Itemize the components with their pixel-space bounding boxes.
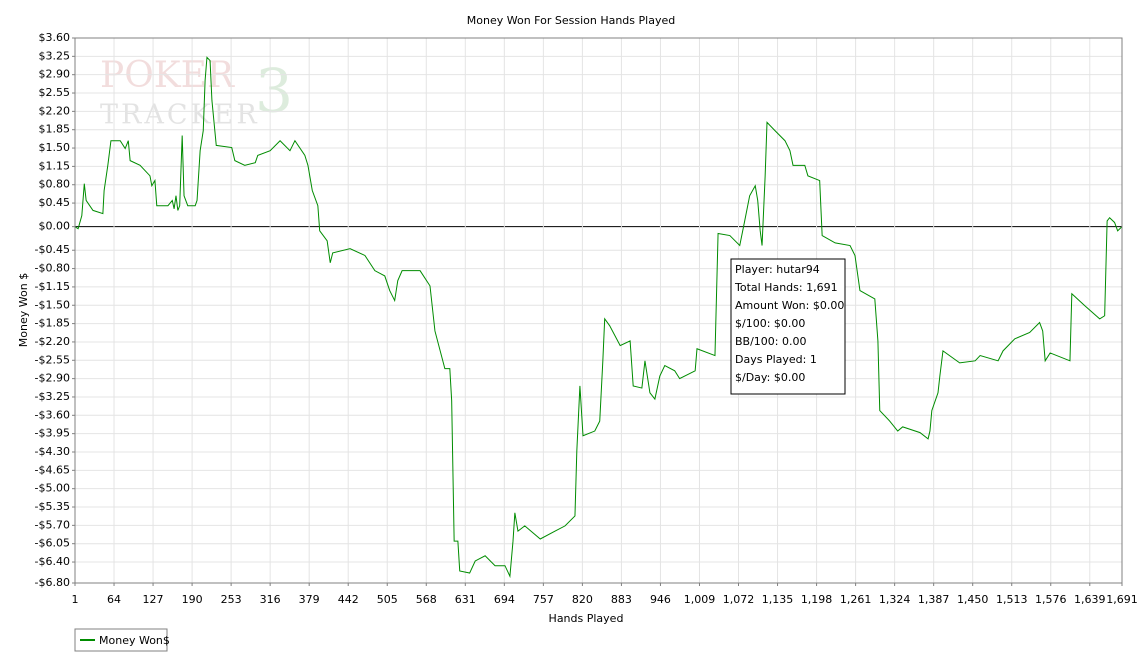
- x-tick-label: 190: [182, 593, 203, 606]
- y-tick-label: -$4.30: [35, 445, 70, 458]
- y-tick-label: $2.20: [39, 104, 71, 117]
- y-tick-label: -$5.70: [35, 518, 70, 531]
- x-tick-label: 1,135: [762, 593, 794, 606]
- x-tick-label: 379: [299, 593, 320, 606]
- x-tick-label: 253: [221, 593, 242, 606]
- x-tick-label: 631: [455, 593, 476, 606]
- y-tick-label: -$3.60: [35, 408, 70, 421]
- watermark-text: POKER: [100, 55, 235, 96]
- x-tick-label: 127: [143, 593, 164, 606]
- y-tick-label: $1.15: [39, 159, 71, 172]
- watermark: POKER TRACKER 3: [100, 55, 293, 131]
- y-tick-label: $1.85: [39, 123, 71, 136]
- chart-title: Money Won For Session Hands Played: [467, 14, 675, 27]
- plot-border: [74, 37, 1123, 584]
- x-tick-label: 1,009: [684, 593, 716, 606]
- tooltip-line: $/Day: $0.00: [735, 371, 805, 384]
- tooltip-line: $/100: $0.00: [735, 317, 805, 330]
- x-tick-label: 883: [611, 593, 632, 606]
- y-tick-label: -$4.65: [35, 463, 70, 476]
- x-tick-label: 820: [572, 593, 593, 606]
- y-tick-label: $2.55: [39, 86, 71, 99]
- y-tick-label: -$3.95: [35, 427, 70, 440]
- x-tick-label: 64: [107, 593, 121, 606]
- x-tick-label: 1,639: [1074, 593, 1106, 606]
- data-line: [74, 56, 1123, 579]
- tooltip: Player: hutar94 Total Hands: 1,691 Amount …: [730, 258, 846, 395]
- y-tick-label: -$2.55: [35, 353, 70, 366]
- y-tick-label: $0.80: [39, 178, 71, 191]
- tooltip-box: [730, 258, 846, 395]
- x-tick-label: 1,691: [1106, 593, 1138, 606]
- y-axis-label: Money Won $: [17, 273, 30, 347]
- x-tick-label: 1,450: [957, 593, 989, 606]
- x-tick-label: 1,261: [840, 593, 872, 606]
- y-tick-label: $3.60: [39, 31, 71, 44]
- x-tick-label: 1: [72, 593, 79, 606]
- x-tick-label: 1,576: [1035, 593, 1067, 606]
- y-tick-label: -$0.45: [35, 243, 70, 256]
- tooltip-line: BB/100: 0.00: [735, 335, 807, 348]
- y-tick-label: -$1.15: [35, 280, 70, 293]
- y-tick-label: $0.45: [39, 196, 71, 209]
- watermark-text: TRACKER: [100, 100, 260, 131]
- tooltip-line: Player: hutar94: [735, 263, 820, 276]
- x-tick-label: 1,513: [996, 593, 1028, 606]
- y-tick-label: -$6.05: [35, 537, 70, 550]
- x-tick-label: 946: [650, 593, 671, 606]
- y-tick-label: $1.50: [39, 141, 71, 154]
- x-axis-label: Hands Played: [549, 612, 624, 625]
- y-tick-label: $2.90: [39, 68, 71, 81]
- y-tick-label: -$2.90: [35, 372, 70, 385]
- x-tick-label: 1,324: [879, 593, 911, 606]
- plot-area: [74, 56, 1123, 579]
- y-tick-label: -$0.80: [35, 262, 70, 275]
- y-tick-label: -$5.00: [35, 482, 70, 495]
- tooltip-line: Amount Won: $0.00: [735, 299, 844, 312]
- y-tick-label: -$6.40: [35, 555, 70, 568]
- legend-box: [74, 628, 168, 652]
- x-tick-label: 505: [377, 593, 398, 606]
- x-tick-label: 757: [533, 593, 554, 606]
- x-tick-label: 316: [260, 593, 281, 606]
- y-tick-label: $3.25: [39, 49, 71, 62]
- tooltip-line: Days Played: 1: [735, 353, 817, 366]
- x-tick-label: 1,072: [723, 593, 755, 606]
- watermark-text: 3: [255, 57, 293, 127]
- y-tick-label: -$1.50: [35, 298, 70, 311]
- y-tick-label: -$2.20: [35, 335, 70, 348]
- y-tick-label: -$3.25: [35, 390, 70, 403]
- x-tick-label: 1,387: [918, 593, 950, 606]
- tooltip-line: Total Hands: 1,691: [734, 281, 838, 294]
- x-tick-label: 694: [494, 593, 515, 606]
- legend: Money Won$: [74, 628, 170, 652]
- x-tick-label: 568: [416, 593, 437, 606]
- y-tick-label: -$5.35: [35, 500, 70, 513]
- legend-label: Money Won$: [99, 634, 170, 647]
- y-tick-label: -$1.85: [35, 317, 70, 330]
- x-tick-label: 442: [338, 593, 359, 606]
- x-tick-label: 1,198: [801, 593, 833, 606]
- y-tick-label: $0.00: [39, 220, 71, 233]
- y-tick-label: -$6.80: [35, 576, 70, 589]
